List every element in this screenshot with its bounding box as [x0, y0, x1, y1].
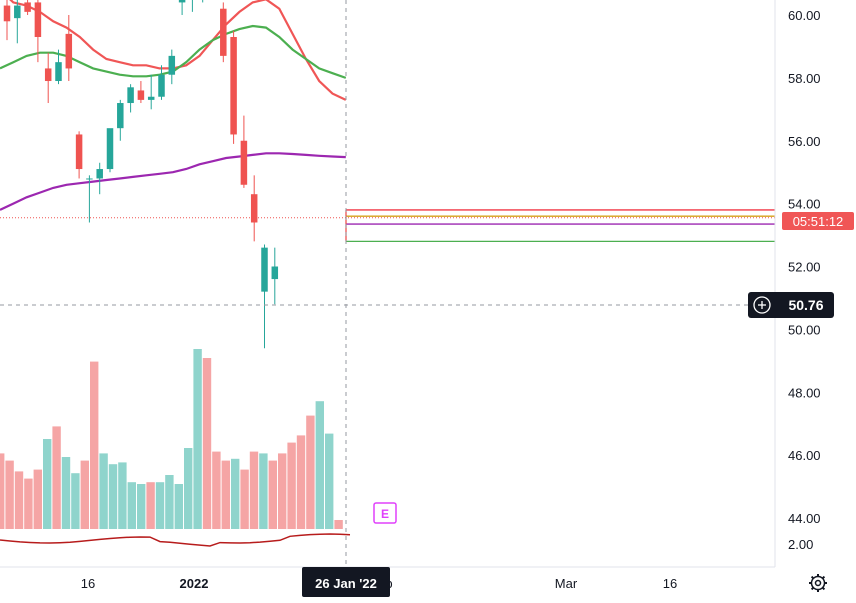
- candle-body: [137, 90, 145, 100]
- indicator-line: [0, 533, 351, 547]
- volume-bars: [0, 349, 343, 529]
- time-tick: 16: [663, 576, 677, 591]
- volume-bar: [155, 482, 165, 529]
- volume-bar: [24, 478, 33, 529]
- earnings-marker[interactable]: E: [373, 502, 397, 524]
- candle-body: [178, 0, 186, 3]
- time-tick: 16: [81, 576, 95, 591]
- volume-bar: [287, 442, 296, 529]
- candle-body: [240, 140, 248, 185]
- candle-body: [106, 128, 114, 170]
- ma-long-line: [0, 152, 346, 211]
- volume-bar: [296, 435, 306, 529]
- volume-bar: [315, 401, 324, 529]
- volume-bar: [90, 361, 99, 529]
- volume-bar: [43, 439, 52, 529]
- price-tick: 56.00: [788, 134, 821, 149]
- candle-body: [75, 134, 83, 170]
- volume-bar: [184, 448, 193, 529]
- price-tick: 50.00: [788, 322, 821, 337]
- candle-body: [14, 5, 21, 19]
- volume-bar: [212, 451, 221, 529]
- candle-body: [271, 266, 279, 280]
- candle-body: [261, 247, 268, 292]
- price-tick: 60.00: [788, 8, 821, 23]
- volume-bar: [33, 469, 42, 529]
- volume-bar: [14, 471, 24, 529]
- price-tick: 46.00: [788, 448, 821, 463]
- volume-bar: [108, 464, 118, 529]
- volume-bar: [240, 469, 249, 529]
- candle-body: [220, 8, 227, 56]
- candle-body: [127, 87, 134, 104]
- time-axis[interactable]: 162022bMar16: [81, 576, 677, 591]
- candles: [3, 0, 279, 349]
- candle-body: [230, 37, 237, 135]
- settings-gear-icon[interactable]: [809, 574, 827, 592]
- candle-body: [3, 5, 11, 22]
- candle-body: [55, 62, 62, 82]
- crosshair-price: 50.76: [788, 297, 823, 313]
- crosshair-price-label[interactable]: 50.76: [748, 292, 834, 318]
- level-lines: [0, 209, 775, 243]
- volume-bar: [249, 451, 259, 529]
- volume-bar: [193, 349, 202, 529]
- candle-body: [250, 194, 258, 223]
- volume-bar: [268, 460, 277, 529]
- volume-bar: [174, 484, 183, 529]
- volume-bar: [118, 462, 127, 529]
- volume-bar: [334, 520, 343, 529]
- price-tick: 52.00: [788, 260, 821, 275]
- price-tick: 58.00: [788, 71, 821, 86]
- candle-body: [96, 169, 103, 179]
- candle-body: [168, 55, 176, 75]
- candle-body: [147, 96, 155, 100]
- volume-bar: [52, 426, 61, 529]
- crosshair: [0, 0, 775, 567]
- add-alert-icon[interactable]: [753, 296, 771, 314]
- price-tick: 48.00: [788, 385, 821, 400]
- volume-bar: [306, 415, 315, 529]
- volume-bar: [5, 460, 14, 529]
- indicator-tick: 2.00: [788, 537, 813, 552]
- volume-bar: [259, 453, 268, 529]
- volume-bar: [61, 457, 71, 529]
- countdown-label: 05:51:12: [793, 214, 844, 229]
- last-price-label: 05:51:12: [782, 212, 854, 230]
- candle-body: [44, 68, 52, 82]
- earnings-marker-letter: E: [381, 507, 389, 521]
- volume-bar: [165, 475, 174, 529]
- volume-bar: [202, 358, 212, 529]
- crosshair-date: 26 Jan '22: [315, 576, 377, 591]
- volume-bar: [71, 473, 80, 529]
- time-tick: Mar: [555, 576, 578, 591]
- volume-bar: [221, 460, 230, 529]
- price-axis[interactable]: 60.00 58.00 56.00 54.00 52.00 50.00 48.00 46.00…: [788, 8, 821, 552]
- volume-bar: [80, 460, 89, 529]
- price-tick: 54.00: [788, 197, 821, 212]
- volume-bar: [325, 433, 334, 529]
- candle-body: [117, 103, 124, 129]
- candle-body: [24, 2, 31, 12]
- crosshair-date-label: 26 Jan '22: [302, 567, 390, 597]
- volume-bar: [278, 453, 287, 529]
- candle-body: [34, 2, 42, 38]
- volume-bar: [127, 482, 136, 529]
- volume-bar: [99, 453, 108, 529]
- volume-bar: [0, 453, 5, 529]
- time-tick: 2022: [180, 576, 209, 591]
- volume-bar: [146, 482, 155, 529]
- price-tick: 44.00: [788, 511, 821, 526]
- candle-body: [86, 178, 93, 180]
- candle-body: [65, 33, 73, 69]
- volume-bar: [137, 484, 146, 529]
- volume-bar: [231, 458, 240, 529]
- candle-body: [158, 74, 165, 97]
